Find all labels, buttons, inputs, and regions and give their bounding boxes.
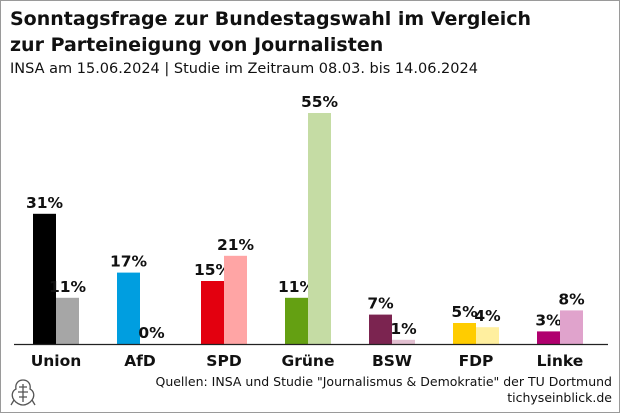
category-label: SPD	[206, 352, 242, 370]
bar-grüne-1	[285, 297, 308, 344]
value-label: 0%	[138, 324, 165, 342]
category-label: Union	[31, 352, 82, 370]
value-label: 21%	[217, 236, 255, 254]
value-label: 3%	[535, 311, 562, 329]
category-label: Grüne	[282, 352, 335, 370]
title-line-2: zur Parteineigung von Journalisten	[10, 34, 384, 56]
eagle-logo-icon	[10, 379, 36, 406]
bar-bsw-1	[369, 314, 392, 344]
chart-title: Sonntagsfrage zur Bundestagswahl im Verg…	[10, 6, 531, 58]
category-label: AfD	[124, 352, 156, 370]
site-name: tichyseinblick.de	[507, 390, 612, 405]
bar-fdp-2	[476, 327, 499, 344]
bar-afd-1	[117, 272, 140, 344]
bar-union-2	[56, 297, 79, 344]
bar-union-1	[33, 213, 56, 344]
value-label: 11%	[49, 278, 87, 296]
value-label: 8%	[558, 290, 585, 308]
value-label: 7%	[367, 295, 394, 313]
category-label: FDP	[459, 352, 494, 370]
value-label: 5%	[451, 303, 478, 321]
bar-linke-1	[537, 331, 560, 344]
chart-subtitle: INSA am 15.06.2024 | Studie im Zeitraum …	[10, 61, 478, 77]
value-label: 55%	[301, 93, 339, 111]
bar-bsw-2	[392, 339, 415, 344]
value-label: 11%	[278, 278, 316, 296]
source-text: Quellen: INSA und Studie "Journalismus &…	[155, 374, 612, 389]
value-label: 17%	[110, 253, 148, 271]
value-label: 31%	[26, 194, 64, 212]
category-label: Linke	[537, 352, 584, 370]
bar-spd-1	[201, 281, 224, 344]
bar-linke-2	[560, 310, 583, 344]
bar-grüne-2	[308, 113, 331, 344]
value-label: 4%	[474, 307, 501, 325]
value-label: 15%	[194, 261, 232, 279]
bar-fdp-1	[453, 323, 476, 344]
source-note: Quellen: INSA und Studie "Journalismus &…	[155, 374, 612, 406]
bar-spd-2	[224, 255, 247, 344]
category-label: BSW	[372, 352, 412, 370]
value-label: 1%	[390, 320, 417, 338]
title-line-1: Sonntagsfrage zur Bundestagswahl im Verg…	[10, 8, 532, 30]
